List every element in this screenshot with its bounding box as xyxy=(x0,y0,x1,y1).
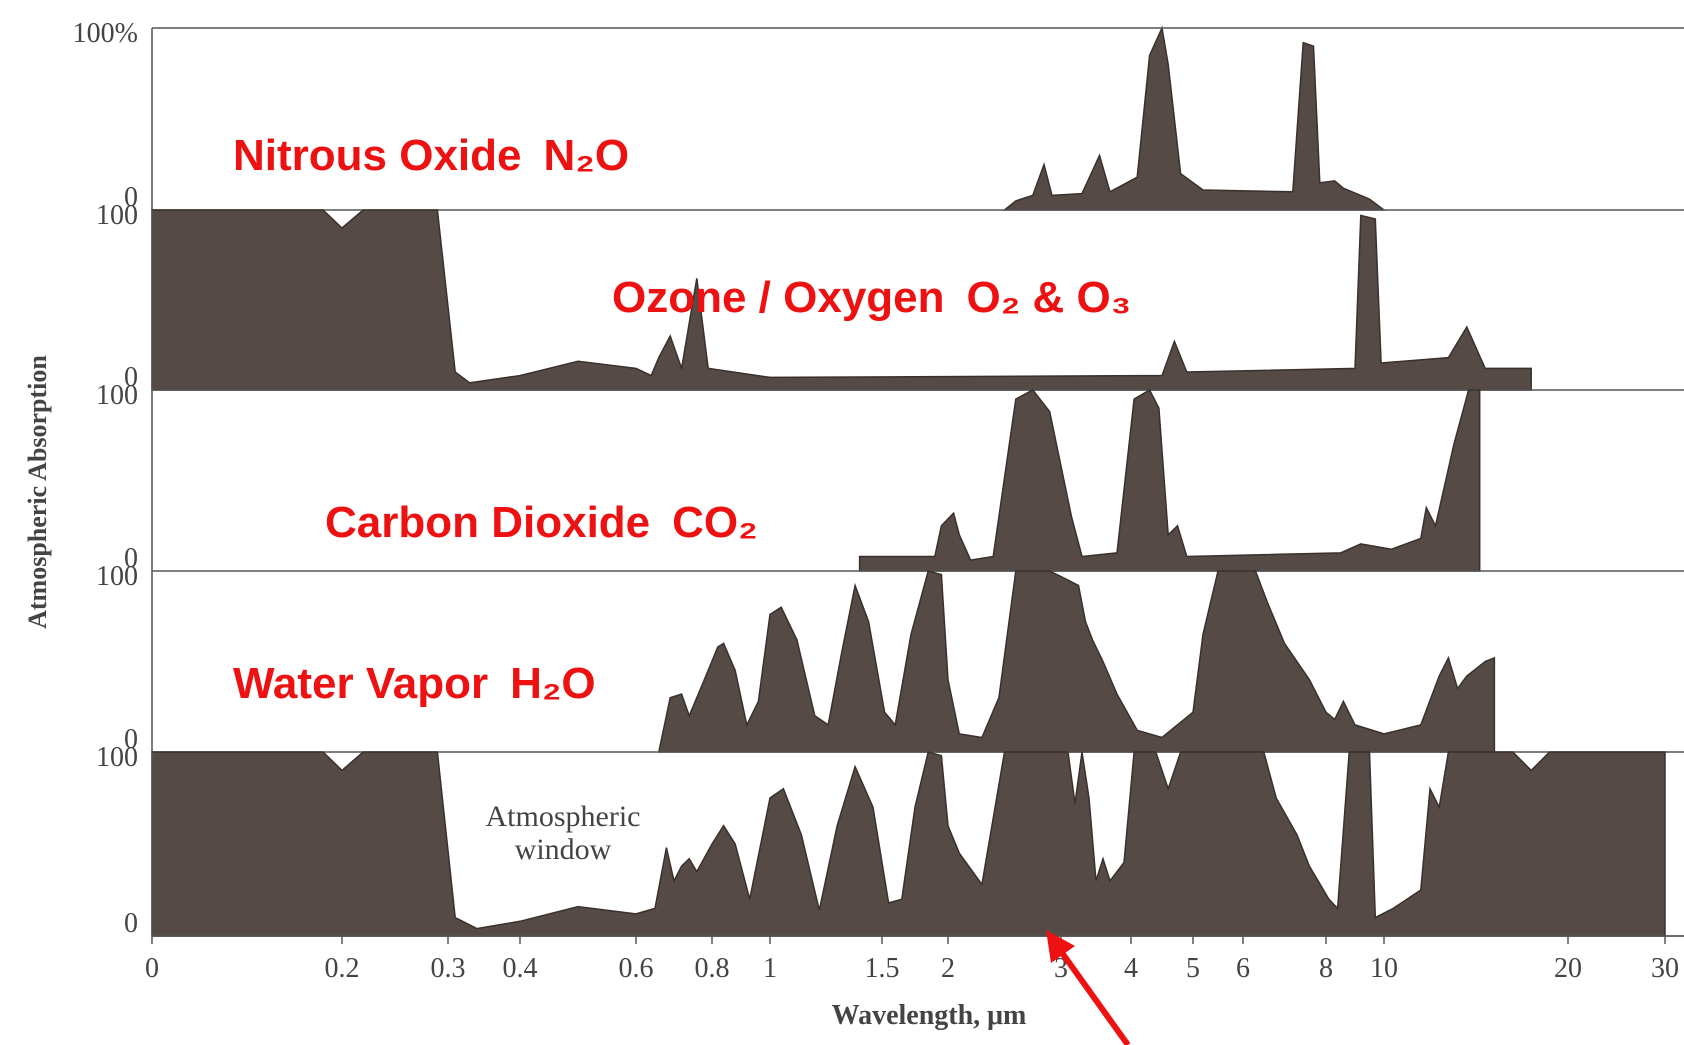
y-tick-label: 100 xyxy=(96,380,138,411)
y-tick-label: 0 xyxy=(124,908,138,939)
panel-5: 100 0 xyxy=(96,742,1684,939)
panel-4: 100 0 Water Vapor H₂O xyxy=(96,561,1684,755)
x-axis-title: Wavelength, μm xyxy=(832,1000,1027,1031)
gas-formula: O₂ & O₃ xyxy=(967,273,1132,322)
x-tick-label: 4 xyxy=(1124,953,1138,984)
absorption-area-1 xyxy=(1002,25,1387,211)
y-tick-label: 100 xyxy=(96,742,138,773)
y-tick-label: 0 xyxy=(124,362,138,393)
y-tick-label: 0 xyxy=(124,182,138,213)
x-tick-label: 8 xyxy=(1319,953,1333,984)
y-tick-label: 0 xyxy=(124,724,138,755)
absorption-area-2 xyxy=(151,209,1532,391)
x-tick-label: 0.3 xyxy=(431,953,466,984)
panel-2: 100 0 Ozone / Oxygen O₂ & O₃ xyxy=(96,200,1684,393)
gas-name: Carbon Dioxide xyxy=(325,498,650,547)
y-tick-label: 100% xyxy=(73,18,138,49)
gas-name: Water Vapor xyxy=(233,659,488,708)
x-tick-label: 6 xyxy=(1236,953,1250,984)
x-tick-label: 10 xyxy=(1370,953,1398,984)
y-tick-label: 100 xyxy=(96,561,138,592)
gas-label: Ozone / Oxygen O₂ & O₃ xyxy=(612,273,1131,322)
x-tick-label: 0.2 xyxy=(325,953,360,984)
absorption-area-3 xyxy=(858,388,1481,572)
x-tick-label: 0.8 xyxy=(695,953,730,984)
window-annotation-line: Atmospheric xyxy=(486,800,641,833)
y-tick-label: 0 xyxy=(124,543,138,574)
y-tick-label: 100 xyxy=(96,200,138,231)
x-tick-label: 20 xyxy=(1554,953,1582,984)
red-arrow xyxy=(1046,930,1131,1045)
x-tick-label: 2 xyxy=(941,953,955,984)
x-axis: 0 0.2 0.3 0.4 0.6 0.8 1 1.5 2 3 4 5 6 8 10 20 30 xyxy=(145,935,1684,984)
window-annotation-line: window xyxy=(515,833,612,866)
absorption-area-4 xyxy=(657,570,1496,753)
absorption-area-5 xyxy=(151,751,1666,937)
x-tick-label: 5 xyxy=(1186,953,1200,984)
x-tick-label: 1 xyxy=(763,953,777,984)
panel-3: 100 0 Carbon Dioxide CO₂ xyxy=(96,380,1684,574)
x-tick-label: 0.4 xyxy=(503,953,538,984)
panel-1: 100% 0 Nitrous Oxide N₂O xyxy=(73,18,1684,213)
gas-label: Water Vapor H₂O xyxy=(233,659,596,708)
gas-label: Nitrous Oxide N₂O xyxy=(233,131,629,180)
x-tick-label: 1.5 xyxy=(865,953,900,984)
gas-name: Nitrous Oxide xyxy=(233,131,522,180)
gas-formula: N₂O xyxy=(544,131,630,180)
gas-formula: CO₂ xyxy=(672,498,758,547)
gas-label: Carbon Dioxide CO₂ xyxy=(325,498,758,547)
x-tick-label: 0.6 xyxy=(619,953,654,984)
gas-name: Ozone / Oxygen xyxy=(612,273,945,322)
gas-formula: H₂O xyxy=(510,659,596,708)
x-tick-label: 30 xyxy=(1651,953,1679,984)
x-tick-label: 0 xyxy=(145,953,159,984)
y-axis-title: Atmospheric Absorption xyxy=(23,355,52,629)
